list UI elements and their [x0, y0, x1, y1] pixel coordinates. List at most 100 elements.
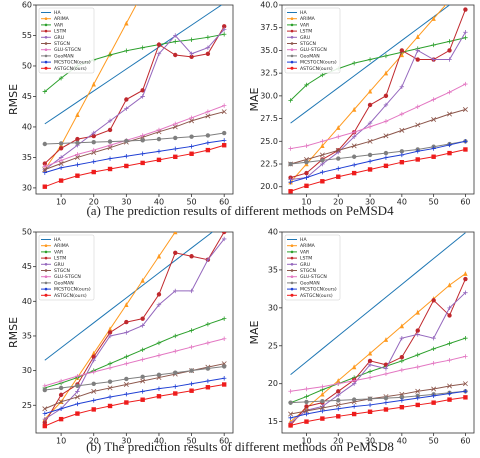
- legend-box: [284, 7, 341, 74]
- point: [447, 282, 452, 288]
- point: [156, 42, 162, 47]
- point: [367, 409, 373, 414]
- legend-marker: [290, 287, 294, 291]
- series-line: [44, 29, 225, 171]
- point: [415, 149, 420, 154]
- point: [124, 163, 129, 169]
- legend-label: GRU: [54, 262, 64, 268]
- point: [221, 376, 227, 381]
- point: [205, 385, 211, 390]
- point: [304, 386, 309, 392]
- series-line: [290, 390, 466, 419]
- point: [173, 333, 178, 339]
- point: [42, 383, 48, 389]
- x-tick-label: 30: [365, 437, 375, 446]
- legend-marker: [290, 60, 294, 64]
- point: [107, 333, 113, 339]
- legend-marker: [290, 36, 294, 39]
- point: [320, 72, 325, 78]
- point: [91, 133, 96, 139]
- x-tick-label: 10: [301, 437, 311, 446]
- point: [189, 344, 194, 350]
- y-tick-label: 60: [22, 1, 32, 10]
- legend-marker: [44, 48, 48, 51]
- point: [431, 386, 437, 392]
- point: [91, 147, 96, 153]
- point: [431, 361, 436, 366]
- legend-marker: [44, 23, 48, 27]
- legend-marker: [290, 42, 294, 45]
- series-line: [44, 5, 137, 170]
- series-line: [44, 232, 214, 361]
- point: [431, 97, 436, 102]
- point: [189, 151, 194, 156]
- point: [383, 119, 389, 124]
- point: [189, 368, 194, 373]
- point: [383, 70, 389, 76]
- point: [58, 378, 64, 384]
- point: [75, 140, 80, 145]
- point: [75, 112, 80, 117]
- point: [140, 397, 145, 402]
- point: [123, 382, 129, 387]
- series-line: [44, 144, 225, 188]
- point: [320, 158, 325, 163]
- point: [221, 138, 227, 143]
- point: [42, 167, 48, 173]
- point: [367, 102, 373, 108]
- point: [367, 138, 373, 144]
- point: [447, 391, 452, 396]
- point: [107, 166, 113, 172]
- legend-marker: [44, 293, 48, 297]
- legend-box: [38, 7, 95, 74]
- point: [75, 383, 80, 389]
- point: [367, 396, 373, 402]
- series-line: [44, 365, 225, 391]
- point: [304, 143, 309, 149]
- point: [58, 141, 64, 146]
- legend-label: GRU: [54, 35, 64, 41]
- legend-label: VAR: [54, 22, 64, 28]
- point: [335, 402, 341, 408]
- series-line: [290, 355, 466, 392]
- series-line: [44, 139, 225, 174]
- legend: HAARIMAVARLSTMGRUSTGCNGLU-STGCNGeoMANMCS…: [284, 234, 341, 301]
- point: [107, 403, 113, 409]
- point: [173, 146, 178, 152]
- point: [447, 39, 452, 44]
- point: [415, 395, 420, 401]
- y-tick-label: 20.0: [260, 182, 278, 191]
- series-line: [44, 5, 223, 125]
- legend-marker: [290, 54, 294, 58]
- y-tick-label: 40: [268, 228, 278, 237]
- point: [431, 42, 436, 48]
- y-axis-label: RMSE: [7, 317, 20, 348]
- legend-marker: [44, 269, 48, 272]
- point: [383, 400, 389, 405]
- point: [58, 165, 64, 170]
- x-tick-label: 50: [429, 198, 439, 207]
- point: [42, 170, 48, 175]
- point: [140, 357, 145, 362]
- point: [399, 354, 405, 360]
- point: [205, 51, 211, 56]
- point: [75, 411, 80, 416]
- point: [383, 163, 389, 169]
- point: [42, 89, 48, 94]
- point: [288, 189, 293, 194]
- point: [367, 362, 373, 367]
- series-line: [290, 292, 466, 424]
- point: [140, 138, 145, 143]
- point: [91, 398, 96, 403]
- point: [173, 384, 178, 389]
- point: [91, 388, 97, 394]
- point: [351, 170, 357, 176]
- legend-marker: [44, 250, 48, 254]
- point: [431, 154, 436, 159]
- point: [140, 316, 145, 321]
- point: [304, 411, 309, 417]
- point: [336, 166, 341, 171]
- point: [173, 39, 178, 44]
- y-tick-label: 35: [22, 153, 32, 162]
